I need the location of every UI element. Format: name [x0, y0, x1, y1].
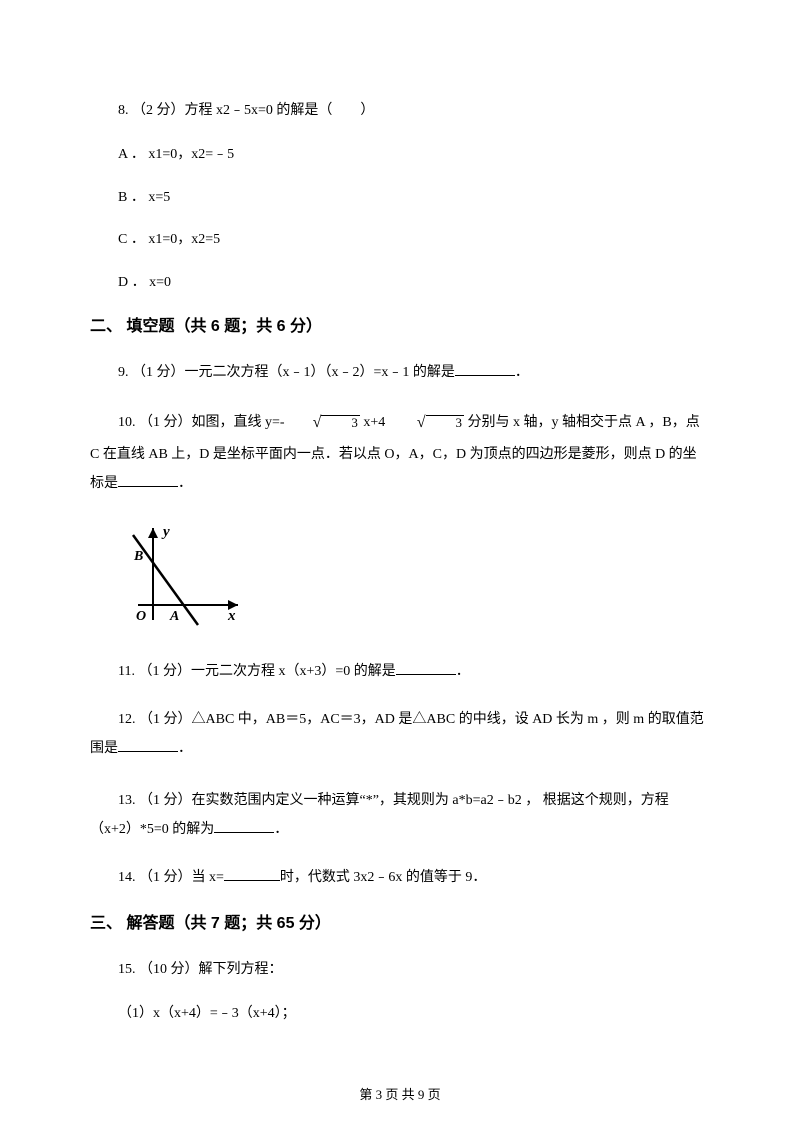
section-2-title: 二、 填空题（共 6 题；共 6 分） [90, 314, 710, 340]
x-axis-label: x [227, 608, 236, 624]
point-b-label: B [133, 549, 143, 564]
sqrt-icon-2: √3 [389, 406, 464, 440]
q8-option-c: C ． x1=0，x2=5 [90, 229, 710, 251]
section-3-title: 三、 解答题（共 7 题；共 65 分） [90, 911, 710, 937]
sqrt-arg-1: 3 [321, 415, 360, 429]
question-8: 8. （2 分）方程 x2﹣5x=0 的解是（ ） [90, 100, 710, 122]
q14-text-b: 时，代数式 3x2﹣6x 的值等于 9． [280, 870, 487, 885]
q8-option-a: A ． x1=0，x2=﹣5 [90, 144, 710, 166]
q8-text: 8. （2 分）方程 x2﹣5x=0 的解是（ ） [118, 103, 374, 118]
y-axis-label: y [161, 524, 170, 540]
q12-end: ． [178, 741, 192, 756]
blank-14 [224, 867, 280, 881]
question-14: 14. （1 分）当 x= 时，代数式 3x2﹣6x 的值等于 9． [90, 867, 710, 889]
origin-label: O [136, 609, 146, 624]
q8-options: A ． x1=0，x2=﹣5 B ． x=5 C ． x1=0，x2=5 D ．… [90, 144, 710, 294]
question-15-part-1: （1）x（x+4）=﹣3（x+4）； [90, 1003, 710, 1025]
q9-end: ． [515, 365, 529, 380]
sqrt-arg-2: 3 [426, 415, 465, 429]
q13-end: ． [274, 822, 288, 837]
q13-text: 13. （1 分）在实数范围内定义一种运算“*”，其规则为 a*b=a2﹣b2 … [90, 793, 669, 837]
blank-11 [396, 661, 456, 675]
question-10: 10. （1 分）如图，直线 y=-√3 x+4 √3 分别与 x 轴，y 轴相… [90, 406, 710, 498]
q8-option-b: B ． x=5 [90, 187, 710, 209]
question-9: 9. （1 分）一元二次方程（x﹣1）（x﹣2）=x﹣1 的解是 ． [90, 362, 710, 384]
graph-figure: y x O A B [118, 520, 710, 638]
q11-end: ． [456, 664, 470, 679]
blank-12 [118, 738, 178, 752]
blank-9 [455, 362, 515, 376]
question-12: 12. （1 分）△ABC 中，AB＝5，AC＝3，AD 是△ABC 的中线，设… [90, 705, 710, 764]
question-15: 15. （10 分）解下列方程： [90, 959, 710, 981]
question-11: 11. （1 分）一元二次方程 x（x+3）=0 的解是 ． [90, 661, 710, 683]
question-13: 13. （1 分）在实数范围内定义一种运算“*”，其规则为 a*b=a2﹣b2 … [90, 786, 710, 845]
point-a-label: A [169, 609, 179, 624]
q10-text-a: 10. （1 分）如图，直线 y=- [118, 415, 285, 430]
blank-13 [214, 819, 274, 833]
q10-text-b: x+4 [360, 415, 385, 430]
coordinate-graph-icon: y x O A B [118, 520, 248, 630]
q9-text: 9. （1 分）一元二次方程（x﹣1）（x﹣2）=x﹣1 的解是 [118, 365, 455, 380]
blank-10 [118, 473, 178, 487]
q8-option-d: D ． x=0 [90, 272, 710, 294]
q10-end: ． [178, 476, 192, 491]
sqrt-icon-1: √3 [285, 406, 360, 440]
q11-text: 11. （1 分）一元二次方程 x（x+3）=0 的解是 [118, 664, 396, 679]
q14-text-a: 14. （1 分）当 x= [118, 870, 224, 885]
page-footer: 第 3 页 共 9 页 [0, 1085, 800, 1106]
